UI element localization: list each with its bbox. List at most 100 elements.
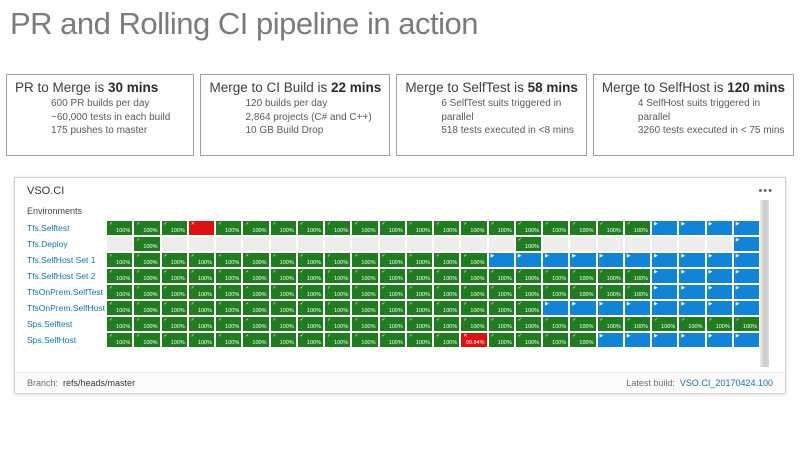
build-cell-pass[interactable]: ✓ 100%: [488, 333, 514, 347]
environment-link[interactable]: TfsOnPrem.SelfTest: [27, 287, 104, 297]
build-cell-pass[interactable]: ✓ 100%: [570, 333, 596, 347]
build-cell-pass[interactable]: ✓ 100%: [161, 317, 187, 331]
environment-link[interactable]: Tfs.Selftest: [27, 223, 70, 233]
build-cell-pass[interactable]: ✓ 100%: [352, 285, 378, 299]
environment-link[interactable]: Sps.Selftest: [27, 319, 73, 329]
build-cell-running[interactable]: ▶: [652, 333, 678, 347]
build-cell-pass[interactable]: ✓ 100%: [597, 317, 623, 331]
vertical-scrollbar[interactable]: [760, 200, 769, 367]
build-cell-pass[interactable]: ✓ 100%: [543, 269, 569, 283]
build-cell-pass[interactable]: ✓ 100%: [216, 221, 242, 235]
build-cell-pass[interactable]: ✓ 100%: [434, 333, 460, 347]
build-cell-pass[interactable]: ✓ 100%: [325, 285, 351, 299]
build-cell-pass[interactable]: ✓ 100%: [107, 221, 133, 235]
build-cell-pass[interactable]: ✓ 100%: [406, 333, 432, 347]
build-cell-pass[interactable]: ✓ 100%: [352, 317, 378, 331]
build-cell-pass[interactable]: ✓ 100%: [624, 269, 650, 283]
build-cell-pass[interactable]: ✓ 100%: [515, 301, 541, 315]
build-cell-pass[interactable]: ✓ 100%: [216, 285, 242, 299]
build-cell-pass[interactable]: ✓ 100%: [161, 285, 187, 299]
build-cell-pass[interactable]: ✓ 100%: [216, 333, 242, 347]
build-cell-pass[interactable]: ✓ 100%: [216, 253, 242, 267]
build-cell-pass[interactable]: ✓ 100%: [515, 221, 541, 235]
build-cell-pass[interactable]: ✓ 100%: [134, 237, 160, 251]
build-cell-fail[interactable]: ✕: [188, 221, 214, 235]
build-cell-pass[interactable]: ✓ 100%: [597, 221, 623, 235]
build-cell-pass[interactable]: ✓ 100%: [270, 253, 296, 267]
environment-link[interactable]: Tfs.SelfHost Set 2: [27, 271, 96, 281]
build-cell-pass[interactable]: ✓ 100%: [243, 301, 269, 315]
build-cell-pass[interactable]: ✓ 100%: [624, 221, 650, 235]
build-cell-pass[interactable]: ✓ 100%: [379, 333, 405, 347]
build-cell-pass[interactable]: ✓ 100%: [243, 221, 269, 235]
build-cell-pass[interactable]: ✓ 100%: [188, 301, 214, 315]
build-cell-pass[interactable]: ✓ 100%: [325, 253, 351, 267]
build-cell-pass[interactable]: ✓ 100%: [134, 333, 160, 347]
build-cell-pass[interactable]: ✓ 100%: [297, 317, 323, 331]
build-cell-running[interactable]: ▶: [597, 301, 623, 315]
build-cell-running[interactable]: ▶: [488, 253, 514, 267]
build-cell-running[interactable]: ▶: [624, 253, 650, 267]
ellipsis-menu-icon[interactable]: •••: [758, 185, 773, 197]
build-cell-pass[interactable]: ✓ 100%: [434, 269, 460, 283]
build-cell-running[interactable]: ▶: [733, 237, 759, 251]
build-cell-pass[interactable]: ✓ 100%: [461, 269, 487, 283]
build-cell-pass[interactable]: ✓ 100%: [134, 301, 160, 315]
build-cell-pass[interactable]: ✓ 100%: [107, 317, 133, 331]
build-cell-pass[interactable]: ✓ 100%: [161, 333, 187, 347]
build-cell-pass[interactable]: ✓ 100%: [406, 301, 432, 315]
build-cell-pass[interactable]: ✓ 100%: [488, 221, 514, 235]
build-cell-pass[interactable]: ✓ 100%: [543, 285, 569, 299]
build-cell-pass[interactable]: ✓ 100%: [406, 253, 432, 267]
build-cell-pass[interactable]: ✓ 100%: [297, 333, 323, 347]
build-cell-pass[interactable]: ✓ 100%: [515, 269, 541, 283]
build-cell-pass[interactable]: ✓ 100%: [597, 285, 623, 299]
build-cell-running[interactable]: ▶: [706, 333, 732, 347]
build-cell-pass[interactable]: ✓ 100%: [297, 301, 323, 315]
build-cell-pass[interactable]: ✓ 100%: [243, 333, 269, 347]
build-cell-pass[interactable]: ✓ 100%: [216, 301, 242, 315]
build-cell-pass[interactable]: ✓ 100%: [352, 333, 378, 347]
build-cell-pass[interactable]: ✓ 100%: [325, 317, 351, 331]
build-cell-running[interactable]: ▶: [543, 253, 569, 267]
build-cell-pass[interactable]: ✓ 100%: [406, 317, 432, 331]
build-cell-pass[interactable]: ✓ 100%: [325, 221, 351, 235]
build-cell-pass[interactable]: ✓ 100%: [216, 269, 242, 283]
build-cell-pass[interactable]: ✓ 100%: [161, 221, 187, 235]
build-cell-pass[interactable]: ✓ 100%: [461, 253, 487, 267]
build-cell-running[interactable]: ▶: [679, 269, 705, 283]
build-cell-pass[interactable]: ✓ 100%: [515, 237, 541, 251]
build-cell-running[interactable]: ▶: [679, 285, 705, 299]
build-cell-pass[interactable]: ✓ 100%: [134, 285, 160, 299]
build-cell-pass[interactable]: ✓ 100%: [270, 269, 296, 283]
build-cell-pass[interactable]: ✓ 100%: [461, 221, 487, 235]
build-cell-pass[interactable]: ✓ 100%: [161, 301, 187, 315]
build-cell-pass[interactable]: ✓ 100%: [270, 301, 296, 315]
build-cell-pass[interactable]: ✓ 100%: [107, 333, 133, 347]
build-cell-pass[interactable]: ✓ 100%: [379, 285, 405, 299]
build-cell-running[interactable]: ▶: [679, 221, 705, 235]
build-cell-pass[interactable]: ✓ 100%: [434, 317, 460, 331]
build-cell-running[interactable]: ▶: [679, 333, 705, 347]
build-cell-pass[interactable]: ✓ 100%: [297, 269, 323, 283]
build-cell-pass[interactable]: ✓ 100%: [107, 285, 133, 299]
build-cell-pass[interactable]: ✓ 100%: [107, 253, 133, 267]
build-cell-pass[interactable]: ✓ 100%: [488, 285, 514, 299]
build-cell-running[interactable]: ▶: [652, 221, 678, 235]
build-cell-pass[interactable]: ✓ 100%: [270, 285, 296, 299]
build-cell-pass[interactable]: ✓ 100%: [624, 285, 650, 299]
build-cell-pass[interactable]: ✓ 100%: [733, 317, 759, 331]
build-cell-pass[interactable]: ✓ 100%: [488, 269, 514, 283]
build-cell-pass[interactable]: ✓ 100%: [406, 269, 432, 283]
environment-link[interactable]: Tfs.SelfHost Set 1: [27, 255, 96, 265]
build-cell-running[interactable]: ▶: [733, 269, 759, 283]
build-cell-pass[interactable]: ✓ 100%: [188, 285, 214, 299]
build-cell-pass[interactable]: ✓ 100%: [597, 269, 623, 283]
environment-link[interactable]: TfsOnPrem.SelfHost: [27, 303, 105, 313]
build-cell-running[interactable]: ▶: [706, 285, 732, 299]
build-cell-pass[interactable]: ✓ 100%: [379, 269, 405, 283]
build-cell-pass[interactable]: ✓ 100%: [188, 333, 214, 347]
build-cell-pass[interactable]: ✓ 100%: [543, 221, 569, 235]
build-cell-running[interactable]: ▶: [679, 301, 705, 315]
build-cell-running[interactable]: ▶: [597, 253, 623, 267]
